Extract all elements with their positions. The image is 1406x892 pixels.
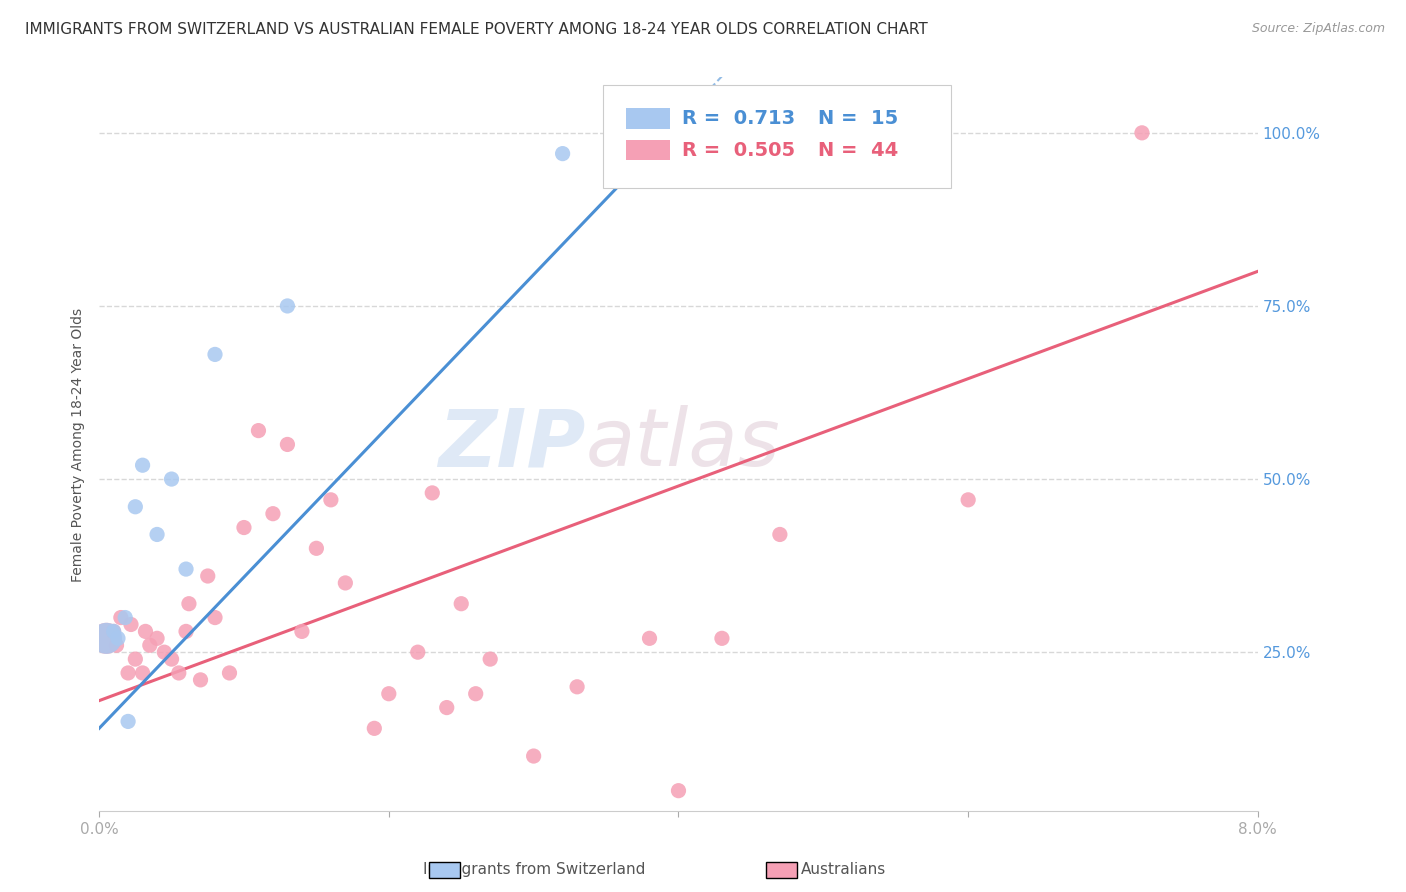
Point — [218, 665, 240, 680]
Point — [110, 610, 132, 624]
Point — [710, 632, 733, 646]
Point — [1130, 126, 1153, 140]
Text: Immigrants from Switzerland: Immigrants from Switzerland — [423, 863, 645, 877]
Point — [638, 146, 661, 161]
Point — [319, 492, 342, 507]
Point — [276, 437, 298, 451]
FancyBboxPatch shape — [603, 85, 950, 187]
Text: atlas: atlas — [586, 406, 780, 483]
Point — [276, 299, 298, 313]
Y-axis label: Female Poverty Among 18-24 Year Olds: Female Poverty Among 18-24 Year Olds — [72, 308, 86, 582]
Point — [117, 714, 139, 729]
Point — [153, 645, 176, 659]
Point — [107, 632, 129, 646]
Text: R =  0.713: R = 0.713 — [682, 109, 794, 128]
Point — [190, 673, 212, 687]
Point — [551, 146, 574, 161]
Point — [120, 617, 142, 632]
Point — [305, 541, 328, 556]
FancyBboxPatch shape — [626, 108, 671, 128]
Point — [103, 624, 125, 639]
Point — [124, 652, 146, 666]
Text: IMMIGRANTS FROM SWITZERLAND VS AUSTRALIAN FEMALE POVERTY AMONG 18-24 YEAR OLDS C: IMMIGRANTS FROM SWITZERLAND VS AUSTRALIA… — [25, 22, 928, 37]
Point — [638, 632, 661, 646]
Point — [262, 507, 284, 521]
Point — [769, 527, 792, 541]
Point — [174, 624, 197, 639]
Point — [420, 486, 443, 500]
Point — [160, 472, 183, 486]
Point — [114, 610, 136, 624]
Point — [523, 749, 546, 764]
Point — [134, 624, 156, 639]
Text: N =  15: N = 15 — [817, 109, 898, 128]
Point — [160, 652, 183, 666]
Point — [450, 597, 472, 611]
Point — [204, 610, 226, 624]
Point — [105, 638, 128, 652]
Point — [668, 783, 690, 797]
Point — [124, 500, 146, 514]
Point — [335, 576, 357, 591]
Point — [139, 638, 162, 652]
FancyBboxPatch shape — [626, 140, 671, 161]
Point — [247, 424, 270, 438]
Point — [378, 687, 401, 701]
Point — [96, 632, 118, 646]
Point — [204, 347, 226, 361]
Point — [565, 680, 588, 694]
Point — [174, 562, 197, 576]
Point — [363, 722, 385, 736]
Text: Australians: Australians — [801, 863, 886, 877]
Text: N =  44: N = 44 — [817, 141, 898, 160]
Point — [177, 597, 200, 611]
Point — [291, 624, 314, 639]
Point — [146, 632, 169, 646]
Point — [146, 527, 169, 541]
Point — [131, 458, 153, 473]
Point — [167, 665, 190, 680]
Point — [131, 665, 153, 680]
Text: R =  0.505: R = 0.505 — [682, 141, 794, 160]
Point — [464, 687, 486, 701]
Point — [479, 652, 502, 666]
Point — [103, 624, 125, 639]
Point — [957, 492, 980, 507]
Point — [197, 569, 219, 583]
Point — [406, 645, 429, 659]
Point — [436, 700, 458, 714]
Point — [696, 146, 718, 161]
Text: ZIP: ZIP — [439, 406, 586, 483]
Point — [117, 665, 139, 680]
Point — [96, 632, 118, 646]
Point — [233, 520, 256, 534]
Text: Source: ZipAtlas.com: Source: ZipAtlas.com — [1251, 22, 1385, 36]
